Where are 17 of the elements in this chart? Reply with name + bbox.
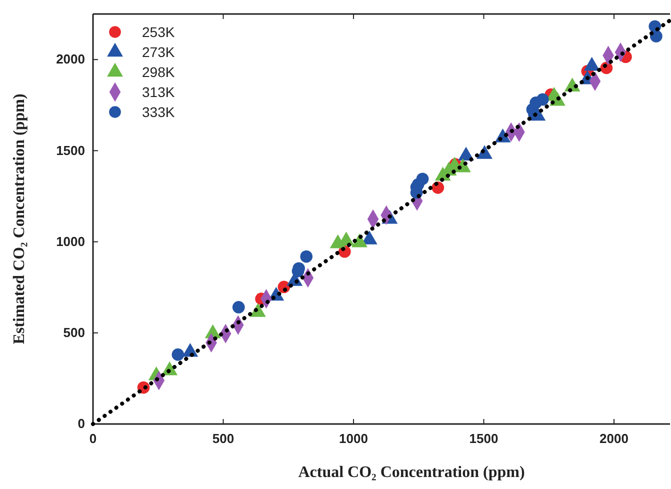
y-tick-label: 1500 (56, 142, 85, 158)
x-tick-label: 0 (89, 431, 97, 446)
x-tick-label: 500 (212, 431, 234, 446)
legend-label: 298K (142, 64, 176, 80)
y-tick-label: 0 (78, 416, 85, 432)
y-tick-label: 500 (63, 325, 85, 340)
x-axis-title: Actual CO₂ Concentration (ppm) (298, 464, 525, 481)
legend-label: 333K (142, 104, 176, 120)
x-tick-label: 1500 (469, 431, 498, 446)
legend-label: 253K (142, 24, 176, 40)
y-axis-title: Estimated CO₂ Concentration (ppm) (11, 94, 28, 344)
x-tick-label: 2000 (600, 431, 628, 446)
legend-label: 273K (142, 44, 176, 60)
x-tick-label: 1000 (339, 431, 368, 446)
legend-label: 313K (142, 84, 176, 100)
y-tick-label: 2000 (56, 52, 85, 67)
y-tick-label: 1000 (56, 234, 85, 249)
